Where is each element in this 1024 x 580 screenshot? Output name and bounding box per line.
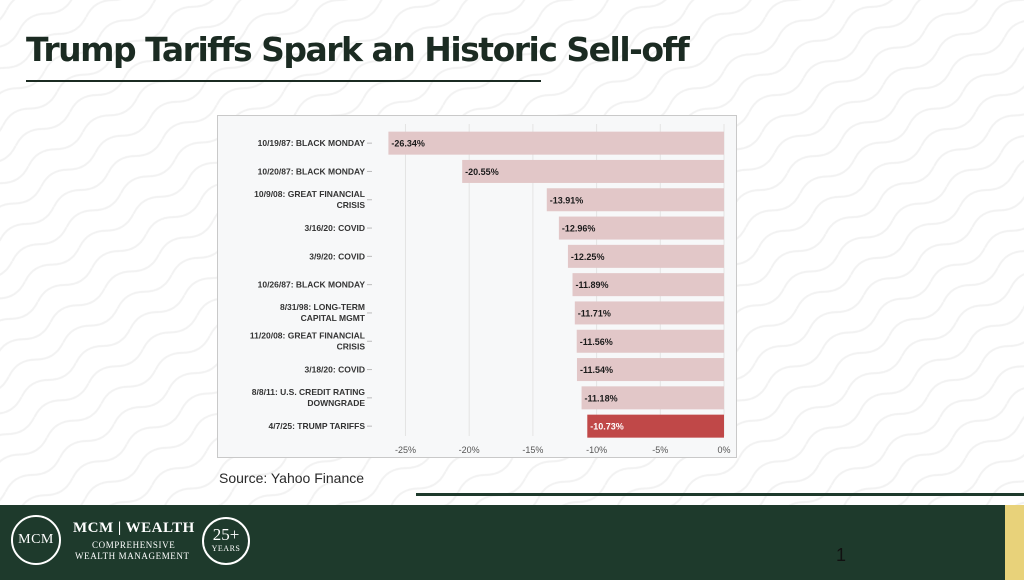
page-number: 1 xyxy=(836,545,847,565)
brand-tagline-line1: COMPREHENSIVE xyxy=(92,540,176,550)
bar xyxy=(546,188,724,212)
brand-tagline-line2: WEALTH MANAGEMENT xyxy=(75,551,190,561)
category-label: 8/31/98: LONG-TERM CAPITAL MGMT xyxy=(280,302,366,323)
category-label-line: 4/7/25: TRUMP TARIFFS xyxy=(268,421,365,431)
category-label: 8/8/11: U.S. CREDIT RATING DOWNGRADE xyxy=(252,387,366,408)
mcm-logo: MCM xyxy=(11,515,61,565)
bar xyxy=(574,301,724,325)
category-label: 10/9/08: GREAT FINANCIAL CRISIS xyxy=(254,189,365,210)
bar xyxy=(462,159,724,183)
data-label: -12.96% xyxy=(562,224,596,234)
decorative-rule xyxy=(416,493,1024,496)
x-tick-label: -15% xyxy=(522,445,543,455)
data-label: -11.89% xyxy=(576,280,609,290)
gold-accent xyxy=(1005,505,1024,580)
slide-title: Trump Tariffs Spark an Historic Sell-off xyxy=(26,30,690,69)
category-label-line: 3/16/20: COVID xyxy=(305,223,365,233)
category-label-line: 10/20/87: BLACK MONDAY xyxy=(258,166,366,176)
category-label-line: CRISIS xyxy=(337,200,366,210)
badge-number: 25+ xyxy=(212,525,240,544)
bar xyxy=(576,358,724,382)
category-label-line: 3/18/20: COVID xyxy=(305,365,365,375)
category-label-line: 11/20/08: GREAT FINANCIAL xyxy=(250,330,365,340)
category-label: 10/19/87: BLACK MONDAY xyxy=(258,138,366,148)
chart-frame: -25% -20% -15% -10% -5% 0% -26.34% 10/19/87: BL… xyxy=(217,115,737,458)
category-label: 10/26/87: BLACK MONDAY xyxy=(258,280,366,290)
category-label-line: 10/9/08: GREAT FINANCIAL xyxy=(254,189,365,199)
badge-label: YEARS xyxy=(211,544,241,553)
data-label: -12.25% xyxy=(571,252,605,262)
x-tick-label: -5% xyxy=(652,445,668,455)
brand-name: MCM | WEALTH xyxy=(73,520,195,536)
bar xyxy=(558,216,724,240)
category-label: 3/9/20: COVID xyxy=(309,251,365,261)
x-tick-label: -10% xyxy=(586,445,607,455)
data-label: -10.73% xyxy=(590,422,624,432)
bar-chart: -25% -20% -15% -10% -5% 0% -26.34% 10/19/87: BL… xyxy=(250,124,731,455)
category-label-line: 8/31/98: LONG-TERM xyxy=(280,302,365,312)
data-label: -11.18% xyxy=(585,393,618,403)
category-label: 10/20/87: BLACK MONDAY xyxy=(258,166,366,176)
x-tick-label: -20% xyxy=(459,445,480,455)
data-label: -11.54% xyxy=(580,365,613,375)
logo-initials: MCM xyxy=(18,532,54,547)
footer-bar: MCM MCM | WEALTH COMPREHENSIVE WEALTH MA… xyxy=(0,505,1024,580)
category-label: 4/7/25: TRUMP TARIFFS xyxy=(268,421,365,431)
bar xyxy=(572,273,724,297)
category-label-line: 10/19/87: BLACK MONDAY xyxy=(258,138,366,148)
bar xyxy=(567,244,724,268)
bar xyxy=(587,414,724,438)
x-tick-label: -25% xyxy=(395,445,416,455)
category-label-line: CAPITAL MGMT xyxy=(301,313,366,323)
bar xyxy=(581,386,724,410)
bar xyxy=(388,131,724,155)
title-underline xyxy=(26,80,541,82)
category-label-line: 3/9/20: COVID xyxy=(309,251,365,261)
category-label-line: DOWNGRADE xyxy=(307,398,365,408)
x-tick-label: 0% xyxy=(717,445,730,455)
data-label: -13.91% xyxy=(550,195,584,205)
category-label-line: 10/26/87: BLACK MONDAY xyxy=(258,280,366,290)
category-label: 11/20/08: GREAT FINANCIAL CRISIS xyxy=(250,330,365,351)
category-label: 3/18/20: COVID xyxy=(305,365,365,375)
data-label: -26.34% xyxy=(391,139,425,149)
source-note: Source: Yahoo Finance xyxy=(219,470,365,486)
data-label: -20.55% xyxy=(465,167,499,177)
category-label-line: CRISIS xyxy=(337,341,366,351)
anniversary-badge: 25+ YEARS xyxy=(202,517,250,565)
category-label-line: 8/8/11: U.S. CREDIT RATING xyxy=(252,387,366,397)
data-label: -11.56% xyxy=(580,337,613,347)
bar xyxy=(576,329,724,353)
data-label: -11.71% xyxy=(578,308,611,318)
category-label: 3/16/20: COVID xyxy=(305,223,365,233)
